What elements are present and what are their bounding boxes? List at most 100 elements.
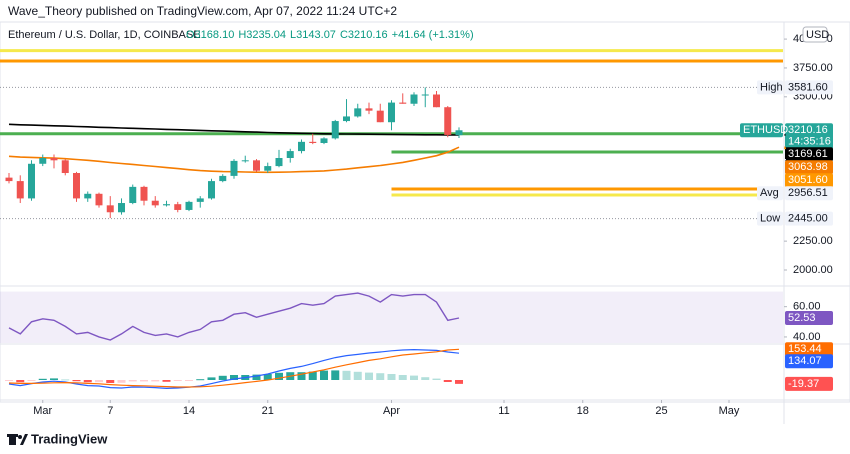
indicator-line bbox=[8, 348, 460, 388]
legend-value: L3143.07 bbox=[290, 29, 336, 41]
legend-value: O3168.10 bbox=[186, 29, 234, 41]
candle-body bbox=[421, 94, 429, 96]
indicator-line bbox=[8, 348, 460, 390]
histogram-bar bbox=[61, 379, 70, 381]
publish-header: Wave_Theory published on TradingView.com… bbox=[8, 4, 397, 18]
histogram-bar bbox=[320, 370, 328, 380]
countdown-bg bbox=[785, 135, 833, 149]
pane bbox=[0, 49, 783, 220]
currency-bg bbox=[802, 26, 828, 43]
price-label-bg bbox=[785, 80, 833, 95]
x-tick-label: 11 bbox=[498, 405, 509, 417]
x-tick-label: Mar bbox=[33, 405, 52, 417]
histogram-bar bbox=[398, 375, 407, 380]
price-label-bg bbox=[785, 186, 833, 201]
y-tick-label: 2250.00 bbox=[793, 235, 833, 247]
price-label-bg bbox=[785, 173, 833, 188]
symbol-label-bg bbox=[740, 123, 783, 138]
candle-body bbox=[39, 158, 47, 164]
histogram-bar bbox=[106, 380, 115, 383]
legend-title: Ethereum / U.S. Dollar, 1D, COINBASE bbox=[8, 29, 201, 41]
price-label-name-bg bbox=[757, 211, 783, 226]
indicator-line bbox=[8, 123, 460, 136]
candle-body bbox=[84, 193, 92, 199]
candle-body bbox=[208, 181, 215, 199]
price-label-name: Avg bbox=[760, 187, 779, 199]
price-label: 3210.16 bbox=[788, 124, 828, 136]
y-tick-label: 60.00 bbox=[793, 301, 821, 313]
histogram-bar bbox=[185, 380, 193, 381]
histogram-bar bbox=[151, 380, 160, 382]
candle-body bbox=[376, 110, 384, 123]
chart-frame bbox=[0, 21, 850, 403]
candle-body bbox=[140, 186, 148, 201]
histogram-bar bbox=[27, 380, 36, 381]
x-tick-label: 21 bbox=[262, 405, 274, 417]
candle-body bbox=[28, 163, 35, 199]
macd-value-label-bg bbox=[785, 342, 833, 357]
candle-body bbox=[118, 203, 125, 213]
histogram-bar bbox=[162, 380, 171, 382]
pane bbox=[0, 291, 783, 343]
histogram-bar bbox=[252, 374, 261, 380]
histogram-bar bbox=[140, 380, 148, 382]
histogram-bar bbox=[365, 372, 373, 380]
histogram-bar bbox=[387, 374, 396, 380]
histogram-bar bbox=[421, 377, 430, 380]
price-label-name-bg bbox=[757, 80, 783, 95]
candle-body bbox=[5, 177, 13, 182]
x-tick-label: May bbox=[719, 405, 740, 417]
price-label-bg bbox=[785, 211, 833, 226]
candle-body bbox=[73, 173, 80, 199]
x-tick-label: 25 bbox=[655, 405, 667, 417]
candle-body bbox=[16, 181, 24, 199]
histogram-bar bbox=[455, 380, 463, 384]
x-tick-label: Apr bbox=[383, 405, 400, 417]
footer-brand: TradingView bbox=[31, 431, 108, 446]
histogram-bar bbox=[308, 371, 317, 380]
histogram-bar bbox=[207, 377, 216, 380]
candle-body bbox=[388, 102, 395, 123]
candle-body bbox=[275, 158, 283, 167]
histogram-bar bbox=[410, 375, 418, 380]
histogram-bar bbox=[173, 380, 182, 381]
candle-body bbox=[185, 201, 193, 210]
histogram-bar bbox=[263, 374, 272, 380]
histogram-bar bbox=[297, 372, 306, 380]
x-tick-label: 14 bbox=[183, 405, 195, 417]
price-label-bg bbox=[785, 123, 833, 138]
macd-value-label-bg bbox=[785, 354, 833, 369]
price-label-bg bbox=[785, 147, 833, 162]
histogram-bar bbox=[331, 370, 340, 380]
price-label-name: Low bbox=[760, 213, 780, 225]
candle-body bbox=[286, 151, 294, 159]
candle-body bbox=[174, 204, 182, 210]
histogram-bar bbox=[196, 379, 205, 381]
price-label-name: High bbox=[760, 81, 783, 93]
macd-value-label-bg bbox=[785, 376, 833, 391]
price-label: 2445.00 bbox=[788, 213, 828, 225]
price-label: 3051.60 bbox=[788, 174, 828, 186]
histogram-bar bbox=[432, 378, 441, 380]
rsi-band bbox=[0, 291, 783, 343]
candle-body bbox=[365, 108, 373, 111]
legend-value: C3210.16 bbox=[340, 29, 388, 41]
candle-body bbox=[230, 160, 238, 176]
pane bbox=[5, 348, 463, 390]
candle-body bbox=[331, 121, 339, 139]
candle-body bbox=[196, 198, 204, 202]
price-label-name-bg bbox=[757, 186, 783, 201]
countdown: 14:35:16 bbox=[788, 136, 831, 148]
candle-body bbox=[320, 138, 328, 143]
price-label: 3581.60 bbox=[788, 81, 828, 93]
histogram-bar bbox=[16, 380, 25, 383]
histogram-bar bbox=[218, 375, 227, 380]
tv-logo bbox=[7, 434, 28, 445]
histogram-bar bbox=[128, 380, 137, 382]
histogram-bar bbox=[443, 380, 452, 382]
candle-body bbox=[106, 205, 114, 213]
y-tick-label: 3750.00 bbox=[793, 62, 833, 74]
histogram-bar bbox=[230, 375, 238, 380]
macd-value-label: 153.44 bbox=[788, 343, 822, 355]
